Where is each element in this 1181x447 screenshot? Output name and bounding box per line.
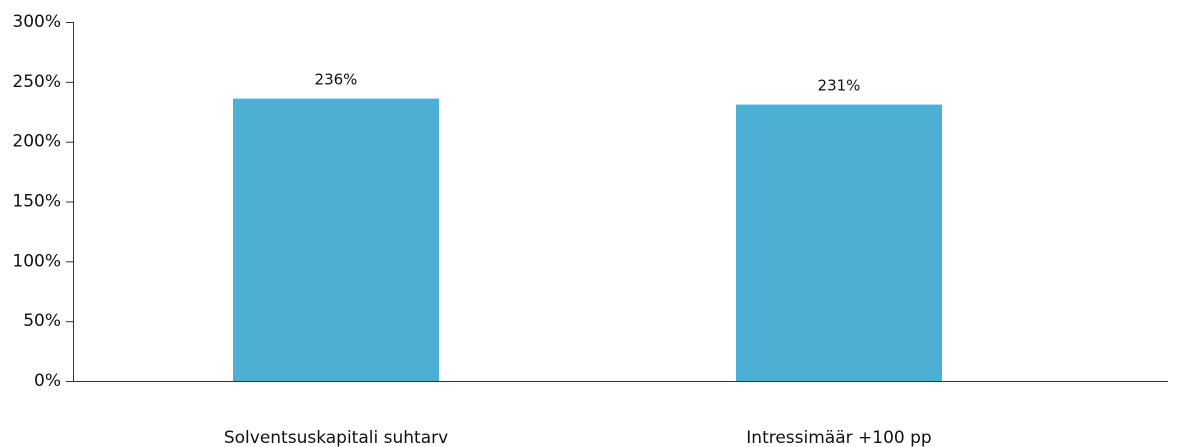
y-tick-label: 300% <box>12 12 61 32</box>
y-tick-label: 250% <box>12 72 61 92</box>
y-tick-label: 0% <box>34 371 61 391</box>
bars <box>233 98 942 381</box>
category-label: Intressimäär +100 pp <box>746 428 931 447</box>
y-tick-label: 100% <box>12 251 61 271</box>
category-label: Solventsuskapitali suhtarv <box>224 428 448 447</box>
bar <box>233 98 439 381</box>
y-tick-label: 200% <box>12 132 61 152</box>
data-labels: 236% 231% <box>315 71 861 95</box>
y-tick-label: 150% <box>12 192 61 212</box>
y-axis: 0% 50% 100% 150% 200% 250% 300% <box>12 12 73 391</box>
y-tick-label: 50% <box>23 311 61 331</box>
category-labels: Solventsuskapitali suhtarv Intressimäär +… <box>224 428 932 447</box>
bar <box>736 104 942 381</box>
data-label: 236% <box>315 71 358 89</box>
data-label: 231% <box>818 77 861 95</box>
